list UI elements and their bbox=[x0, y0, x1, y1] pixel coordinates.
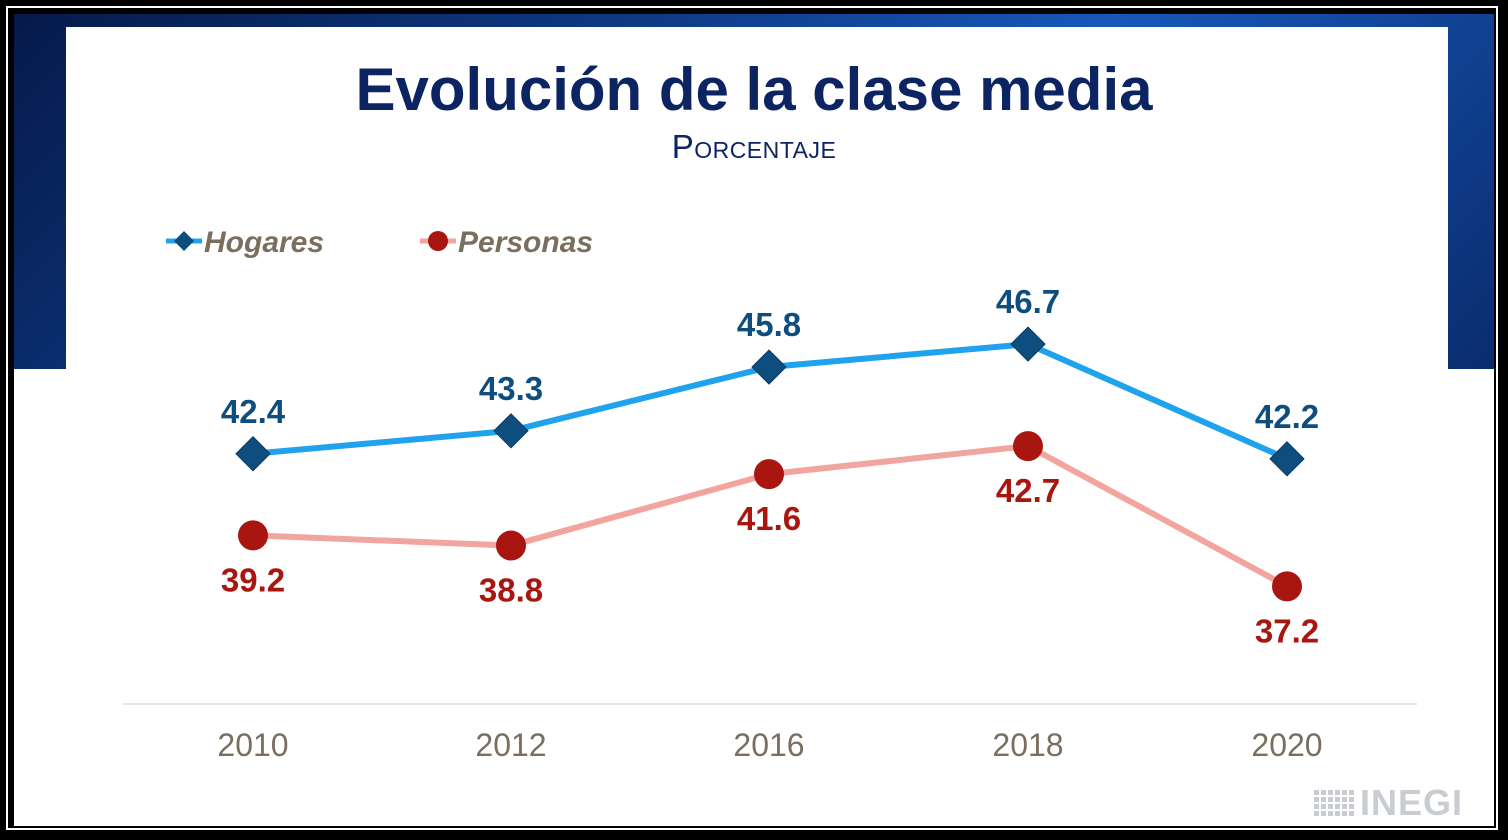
data-point-marker bbox=[1010, 326, 1046, 362]
data-point-marker bbox=[496, 530, 526, 561]
chart-title: Evolución de la clase media bbox=[355, 56, 1153, 123]
x-tick-label: 2016 bbox=[733, 727, 804, 763]
data-label: 37.2 bbox=[1255, 612, 1319, 649]
data-label: 42.4 bbox=[221, 393, 286, 430]
logo-mark-icon bbox=[1314, 790, 1354, 816]
data-label: 42.2 bbox=[1255, 398, 1319, 435]
x-tick-label: 2020 bbox=[1251, 727, 1322, 763]
data-point-marker bbox=[754, 459, 784, 490]
x-tick-label: 2018 bbox=[992, 727, 1063, 763]
data-point-marker bbox=[238, 520, 268, 551]
x-tick-label: 2012 bbox=[475, 727, 546, 763]
data-label: 45.8 bbox=[737, 306, 801, 343]
data-label: 42.7 bbox=[996, 472, 1060, 509]
legend-marker-circle-icon bbox=[428, 231, 448, 251]
x-tick-label: 2010 bbox=[217, 727, 288, 763]
legend-label: Personas bbox=[458, 226, 593, 259]
legend-label: Hogares bbox=[204, 226, 324, 259]
logo-text: INEGI bbox=[1360, 782, 1464, 823]
data-point-marker bbox=[1269, 441, 1305, 477]
title-card bbox=[66, 27, 1448, 369]
data-label: 43.3 bbox=[479, 370, 543, 407]
data-point-marker bbox=[1013, 431, 1043, 462]
data-point-marker bbox=[235, 436, 271, 472]
inegi-logo: INEGI bbox=[1314, 782, 1463, 824]
legend-marker-diamond-icon bbox=[174, 231, 194, 251]
data-label: 39.2 bbox=[221, 561, 285, 598]
data-label: 46.7 bbox=[996, 283, 1060, 320]
data-label: 38.8 bbox=[479, 572, 543, 609]
data-point-marker bbox=[751, 349, 787, 385]
data-point-marker bbox=[1272, 571, 1302, 602]
data-label: 41.6 bbox=[737, 500, 801, 537]
chart-subtitle: Porcentaje bbox=[671, 128, 837, 165]
data-point-marker bbox=[493, 413, 529, 449]
